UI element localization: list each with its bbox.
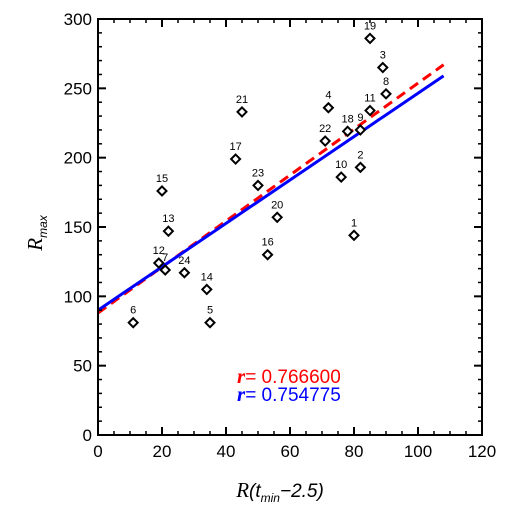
y-tick-label: 150: [64, 218, 92, 237]
point-label-1: 1: [351, 217, 357, 229]
fit-lines: [97, 63, 445, 315]
data-point-8: [380, 87, 392, 100]
point-label-20: 20: [271, 199, 283, 211]
point-label-4: 4: [325, 90, 331, 102]
data-point-10: [335, 171, 348, 183]
data-point-5: [204, 316, 216, 329]
data-point-17: [229, 153, 242, 165]
point-label-19: 19: [364, 20, 376, 32]
point-label-18: 18: [341, 113, 353, 125]
point-label-6: 6: [130, 305, 136, 317]
point-label-5: 5: [207, 305, 213, 317]
correlation-annotation-red: r= 0.766600: [237, 364, 341, 388]
x-tick-label: 100: [404, 442, 432, 461]
data-point-16: [261, 248, 274, 261]
y-tick-label: 0: [83, 426, 92, 445]
point-label-15: 15: [156, 173, 168, 185]
y-tick-label: 250: [64, 79, 92, 98]
data-point-11: [364, 104, 376, 117]
data-point-23: [252, 179, 264, 192]
data-point-18: [341, 125, 354, 138]
data-point-13: [162, 225, 175, 238]
point-label-9: 9: [357, 112, 363, 124]
data-point-22: [319, 135, 332, 147]
data-point-3: [376, 61, 389, 74]
data-point-4: [322, 101, 335, 114]
data-point-1: [348, 229, 360, 242]
point-label-8: 8: [383, 76, 389, 88]
point-label-24: 24: [178, 255, 190, 267]
point-label-23: 23: [252, 167, 264, 179]
fit-line-blue-solid: [97, 74, 445, 312]
x-axis-ticks: 0 20 40 60 80 100 120: [93, 19, 496, 461]
data-point-7: [159, 264, 172, 276]
point-label-11: 11: [364, 93, 375, 105]
point-label-10: 10: [335, 159, 347, 171]
data-point-2: [354, 161, 367, 174]
data-point-14: [200, 283, 213, 296]
data-point-21: [236, 105, 248, 118]
point-label-12: 12: [153, 245, 165, 257]
data-point-15: [156, 185, 168, 197]
y-tick-label: 300: [64, 10, 92, 29]
data-point-20: [271, 211, 284, 224]
x-tick-label: 120: [468, 442, 496, 461]
y-tick-label: 100: [64, 287, 92, 306]
point-label-2: 2: [357, 149, 363, 161]
point-label-14: 14: [201, 271, 213, 283]
point-label-21: 21: [236, 94, 248, 106]
data-point-9: [354, 124, 367, 136]
data-point-12: [152, 257, 165, 269]
y-tick-label: 50: [73, 357, 92, 376]
data-point-24: [178, 266, 191, 279]
correlation-annotation-blue: r= 0.754775: [237, 382, 341, 406]
y-axis-ticks: 0 50 100 150 200 250 300: [64, 10, 482, 445]
point-label-13: 13: [162, 213, 174, 225]
point-label-3: 3: [380, 50, 386, 62]
point-label-22: 22: [319, 123, 331, 135]
x-tick-label: 60: [281, 442, 300, 461]
data-points: [127, 32, 392, 329]
y-tick-label: 200: [64, 149, 92, 168]
x-tick-label: 40: [217, 442, 236, 461]
x-tick-label: 0: [93, 442, 102, 461]
point-label-16: 16: [261, 237, 273, 249]
point-label-7: 7: [162, 252, 168, 264]
x-tick-label: 20: [153, 442, 172, 461]
data-point-19: [364, 32, 376, 45]
x-tick-label: 80: [345, 442, 364, 461]
y-axis-title: Rmax: [23, 214, 50, 251]
point-label-17: 17: [229, 141, 241, 153]
data-point-6: [127, 316, 140, 329]
x-axis-title: R(tmin−2.5): [235, 478, 324, 505]
